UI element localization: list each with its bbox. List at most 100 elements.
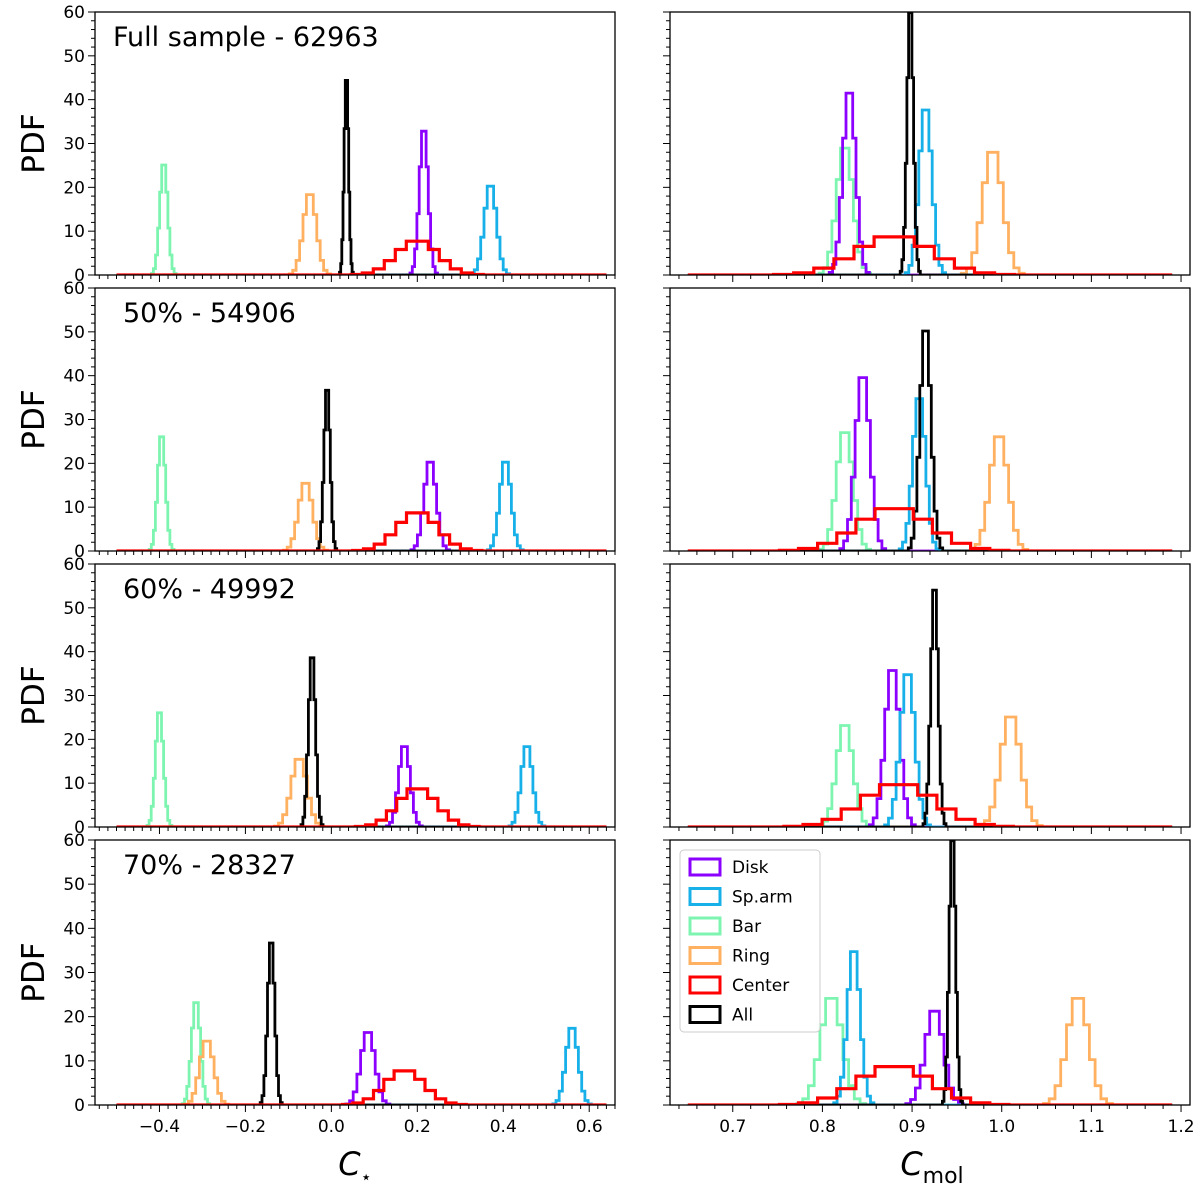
- x-tick-label: 0.7: [719, 1117, 746, 1137]
- series-bar-step: [687, 997, 1173, 1105]
- panel-r2-c1: [663, 563, 1191, 834]
- y-tick-label: 10: [63, 498, 85, 518]
- y-tick-label: 0: [74, 1096, 85, 1116]
- legend-label: Ring: [732, 947, 770, 967]
- y-tick-label: 0: [74, 266, 85, 286]
- x-tick-label: 0.0: [318, 1117, 345, 1137]
- series-bar-step: [116, 711, 607, 827]
- panel-r0-c1: [663, 11, 1191, 282]
- y-tick-label: 40: [63, 919, 85, 939]
- legend-label: All: [732, 1006, 753, 1026]
- series-center-step: [687, 507, 1173, 551]
- y-axis-label: PDF: [16, 389, 52, 449]
- series-all-step: [687, 329, 1173, 551]
- x-tick-label: 0.6: [576, 1117, 603, 1137]
- series-disk-step: [116, 1031, 607, 1105]
- series-sparm-step: [687, 108, 1173, 275]
- series-all-step: [687, 588, 1173, 827]
- panel-annotation: 50% - 54906: [123, 298, 296, 329]
- series-disk-step: [116, 460, 607, 551]
- series-ring-step: [687, 715, 1173, 827]
- series-sparm-step: [116, 460, 607, 551]
- x-axis-label-right-sub: mol: [923, 1164, 964, 1189]
- x-axis-label-right: Cmol: [900, 1145, 963, 1189]
- series-bar-step: [116, 435, 607, 551]
- y-tick-label: 0: [74, 542, 85, 562]
- series-center-step: [687, 235, 1173, 275]
- panel-r3-c1: 0.7 0.8 0.9 1.0 1.1 1.2: [663, 839, 1195, 1137]
- series-center-step: [687, 1065, 1173, 1105]
- y-tick-label: 30: [63, 135, 85, 155]
- y-tick-label: 30: [63, 411, 85, 431]
- y-tick-label: 50: [63, 599, 85, 619]
- series-all-step: [116, 941, 607, 1105]
- series-sparm-step: [116, 184, 607, 275]
- x-tick-label: 0.4: [490, 1117, 517, 1137]
- panels: 0 10 20 30 40 50 60 Full sample - 62963 PDF 0 10 20…: [16, 3, 1195, 1137]
- y-tick-label: 60: [63, 279, 85, 299]
- y-tick-label: 40: [63, 367, 85, 387]
- x-axis-label-left-base: C: [338, 1145, 361, 1183]
- x-axis-label-right-base: C: [900, 1145, 923, 1183]
- plot-area: [116, 656, 607, 827]
- series-all-step: [116, 79, 607, 275]
- y-tick-label: 50: [63, 47, 85, 67]
- panel-annotation: 60% - 49992: [123, 574, 296, 605]
- plot-area: [687, 12, 1173, 275]
- series-ring-step: [116, 757, 607, 827]
- series-ring-step: [687, 997, 1173, 1105]
- panel-r1-c1: [663, 287, 1191, 558]
- series-ring-step: [687, 435, 1173, 551]
- x-tick-label: 0.2: [404, 1117, 431, 1137]
- x-axis-label-left: C⋆: [338, 1145, 372, 1188]
- y-tick-label: 10: [63, 1052, 85, 1072]
- y-tick-label: 20: [63, 1008, 85, 1028]
- panel-r3-c0: 0 10 20 30 40 50 60 −0.4 −0.2 0.0 0.2 0.4 0.6 70% - 2…: [16, 831, 616, 1137]
- legend-swatch: [688, 975, 722, 995]
- legend-swatch: [688, 946, 722, 965]
- y-tick-label: 60: [63, 3, 85, 23]
- y-tick-label: 0: [74, 818, 85, 838]
- x-tick-label: 1.1: [1078, 1117, 1105, 1137]
- legend-label: Sp.arm: [732, 888, 793, 908]
- panel-r2-c0: 0 10 20 30 40 50 60 60% - 49992 PDF: [16, 555, 616, 838]
- legend-swatch: [688, 887, 722, 906]
- y-axis-label: PDF: [16, 942, 52, 1002]
- series-bar-step: [687, 724, 1173, 827]
- plot-area: [687, 329, 1173, 551]
- panel-r0-c0: 0 10 20 30 40 50 60 Full sample - 62963 PDF: [16, 3, 616, 286]
- y-tick-label: 50: [63, 875, 85, 895]
- series-ring-step: [116, 193, 607, 275]
- x-tick-label: 0.9: [899, 1117, 926, 1137]
- y-tick-label: 20: [63, 178, 85, 198]
- y-tick-label: 30: [63, 687, 85, 707]
- x-tick-label: −0.2: [225, 1117, 266, 1137]
- legend-label: Center: [732, 976, 789, 996]
- series-ring-step: [116, 481, 607, 551]
- x-tick-label: 0.8: [809, 1117, 836, 1137]
- y-tick-label: 10: [63, 774, 85, 794]
- series-all-step: [116, 656, 607, 827]
- legend-swatch: [688, 1005, 722, 1024]
- y-tick-label: 20: [63, 730, 85, 750]
- y-tick-label: 40: [63, 91, 85, 111]
- plot-area: [687, 588, 1173, 827]
- series-bar-step: [687, 146, 1173, 275]
- series-all-step: [116, 388, 607, 551]
- axis-labels: C⋆ Cmol: [338, 1145, 963, 1189]
- series-sparm-step: [116, 745, 607, 827]
- y-tick-label: 30: [63, 964, 85, 984]
- series-bar-step: [116, 163, 607, 275]
- series-ring-step: [116, 1039, 607, 1105]
- series-center-step: [116, 511, 607, 551]
- series-ring-step: [687, 150, 1173, 275]
- series-disk-step: [116, 745, 607, 827]
- x-tick-label: 1.0: [988, 1117, 1015, 1137]
- legend-box: [679, 849, 821, 1033]
- legend-swatch: [688, 916, 722, 936]
- plot-area: [116, 79, 607, 275]
- series-all-step: [687, 12, 1173, 275]
- series-center-step: [116, 787, 607, 827]
- panel-r1-c0: 0 10 20 30 40 50 60 50% - 54906 PDF: [16, 279, 616, 562]
